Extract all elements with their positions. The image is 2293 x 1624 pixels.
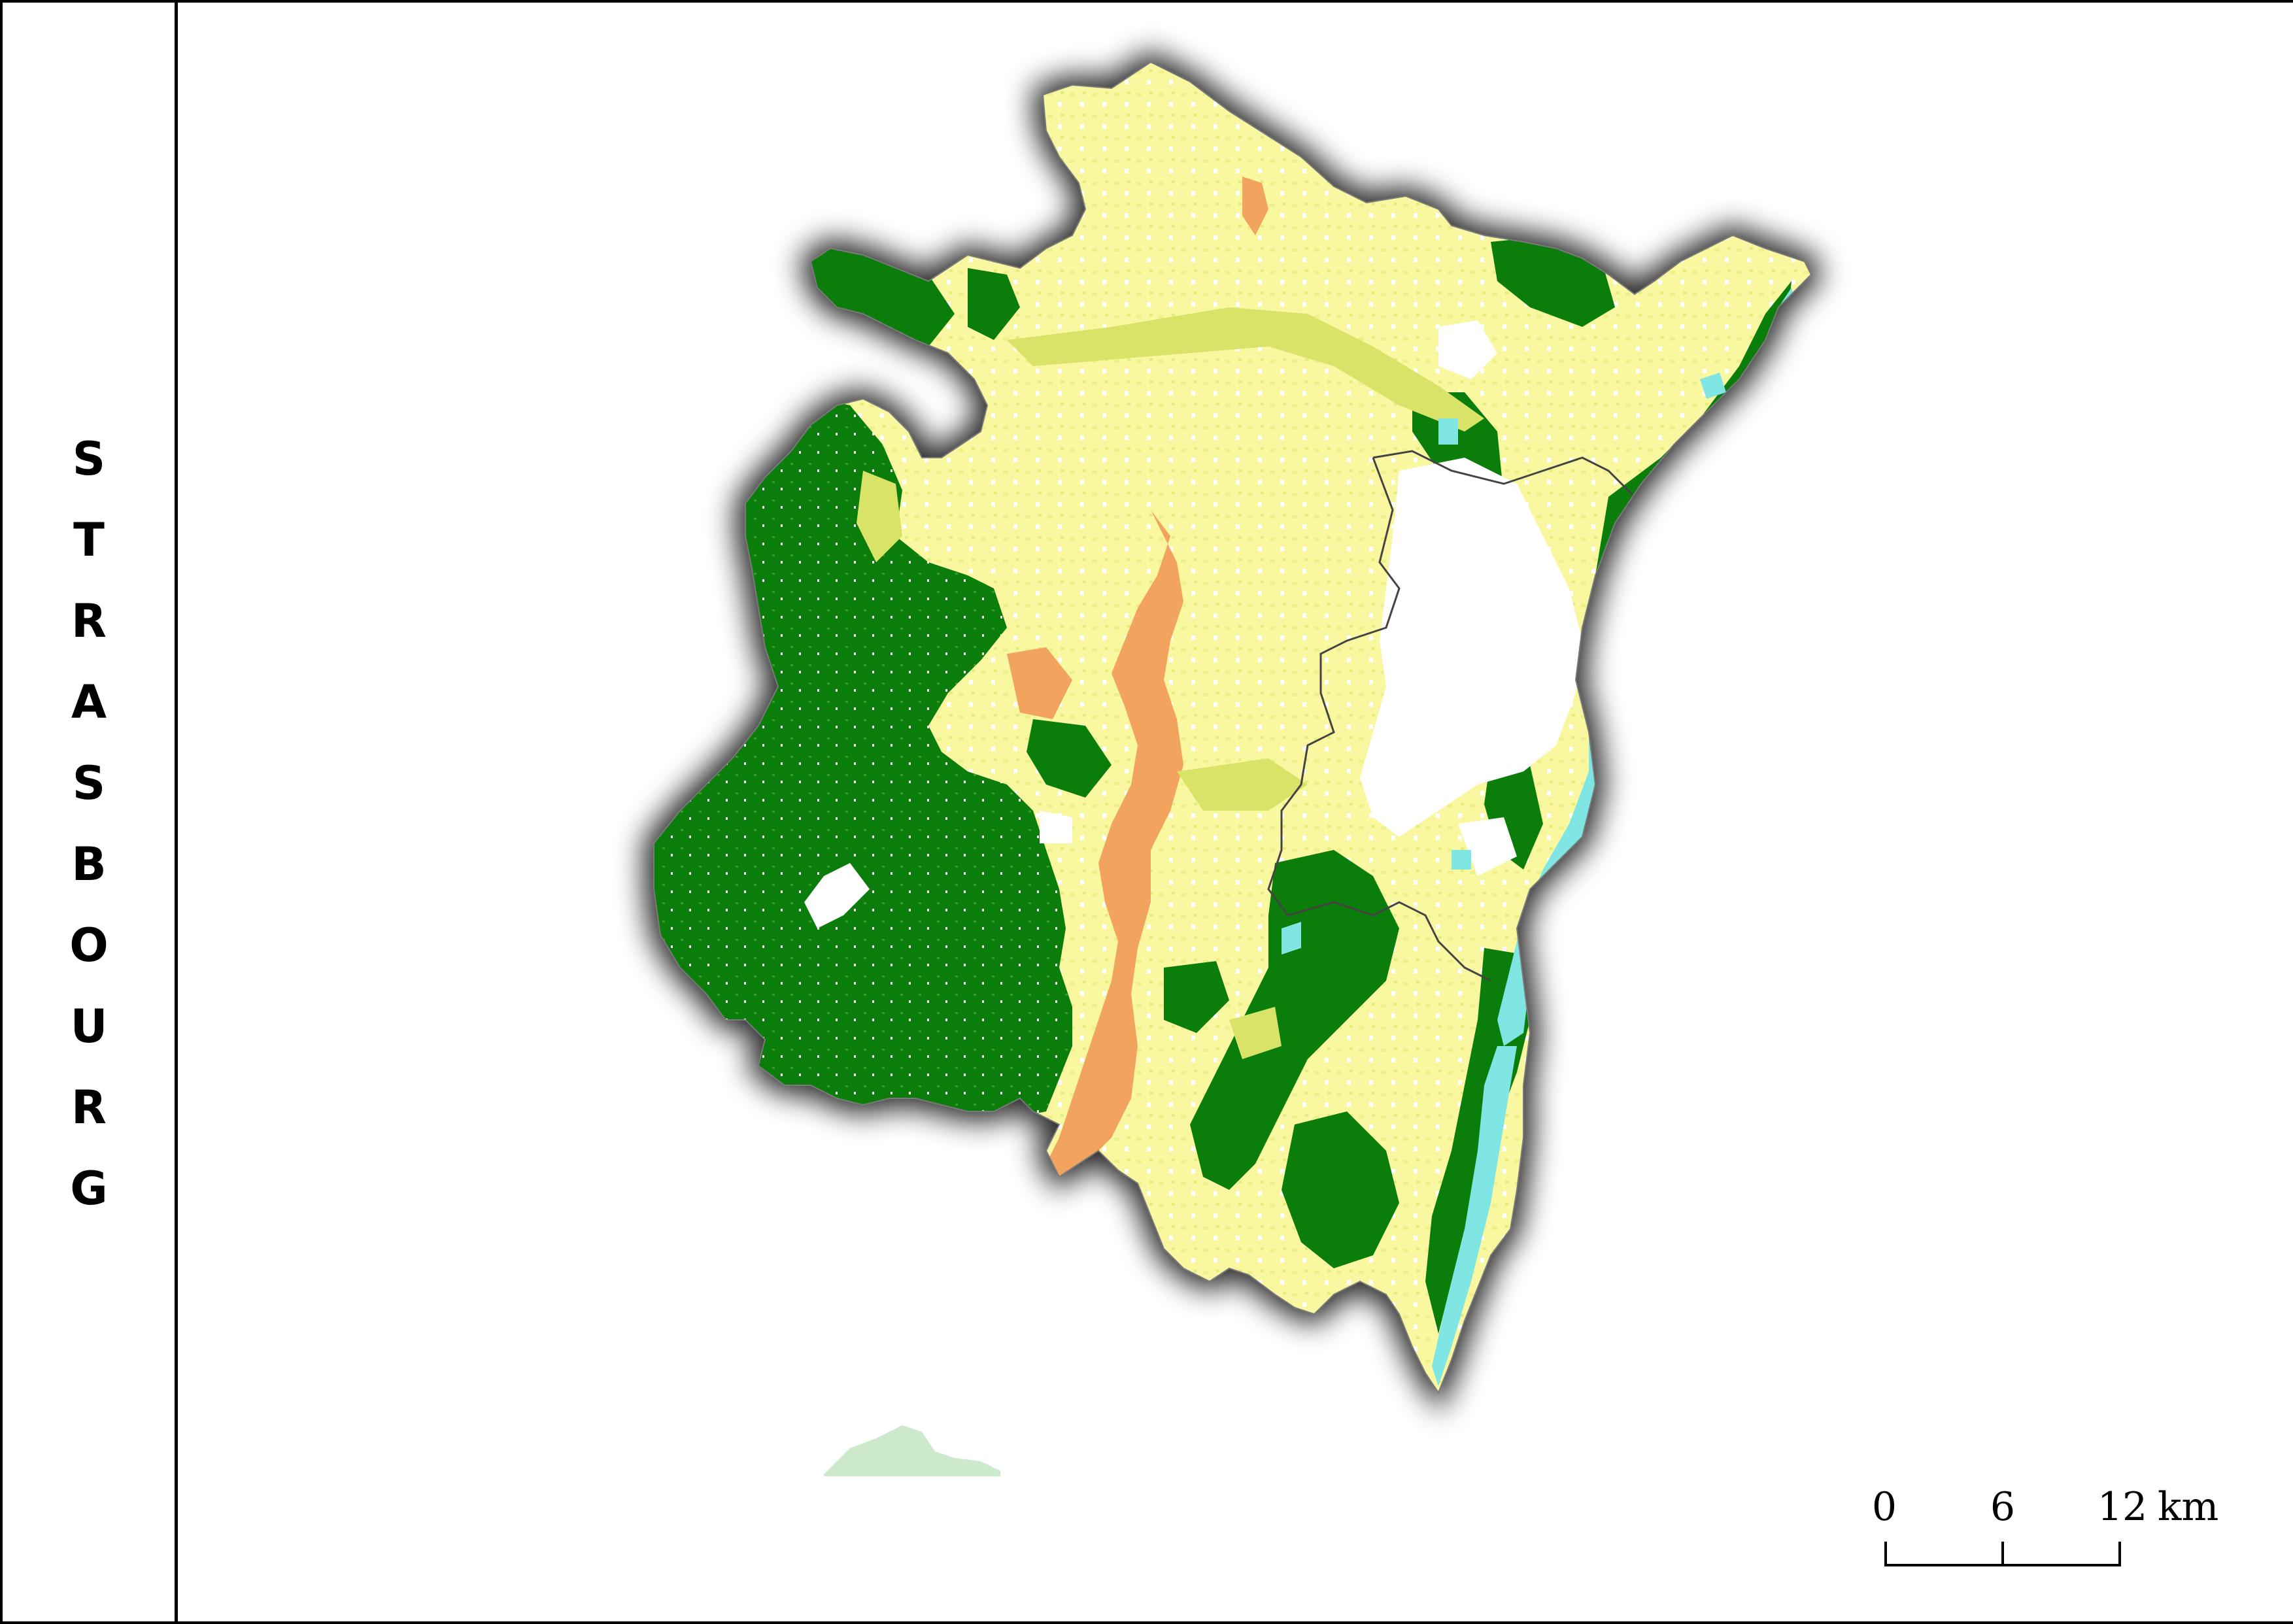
forest-north-patch <box>968 268 1020 340</box>
vineyard-band <box>1046 510 1183 1177</box>
forest-south-center <box>1190 850 1399 1190</box>
water-lake-4 <box>1452 850 1471 870</box>
title-letter: T <box>73 513 105 567</box>
urban-north <box>1438 320 1497 379</box>
scale-tick-label: 6 <box>1990 1484 2016 1530</box>
scale-unit: km <box>2158 1484 2219 1530</box>
title-letter: U <box>70 1000 108 1053</box>
urban-strasbourg <box>1360 458 1582 837</box>
vineyard-west-patch <box>1007 647 1072 719</box>
title-letter: G <box>70 1162 108 1215</box>
scale-tick <box>2001 1542 2004 1566</box>
region-outline <box>653 61 1812 1395</box>
title-sidebar: S T R A S B O U R G <box>0 0 178 1621</box>
grassland-south <box>1229 1007 1282 1059</box>
grassland-valley <box>1007 307 1484 431</box>
forest-south-lower <box>1282 1111 1399 1268</box>
title-letter: B <box>71 837 107 891</box>
scale-tick-label: 12 <box>2097 1484 2148 1530</box>
grassland-west <box>857 471 902 562</box>
grassland-mid <box>1177 758 1308 811</box>
title-letter: R <box>71 1081 107 1134</box>
scale-tick <box>1884 1542 1887 1566</box>
water-rhine-south <box>1432 1046 1517 1386</box>
water-lake-2 <box>1700 373 1726 399</box>
scale-tick-label: 0 <box>1871 1484 1897 1530</box>
forest-mid-band <box>1164 961 1229 1033</box>
title-letter: A <box>71 675 107 729</box>
commune-boundary-north <box>1372 450 1636 498</box>
vineyard-north <box>1242 177 1268 235</box>
faded-fragment <box>824 1425 1000 1476</box>
forest-center-patch <box>1027 719 1112 798</box>
commune-boundary <box>1267 457 1491 982</box>
urban-east <box>1458 817 1517 876</box>
scale-bar: 0 6 12 km <box>1870 1484 2236 1576</box>
title-letter: O <box>69 919 109 972</box>
title-letter: S <box>72 756 106 810</box>
scale-tick <box>2118 1542 2121 1566</box>
title-letter: R <box>71 594 107 648</box>
water-lake-1 <box>1438 418 1458 445</box>
urban-west-2 <box>804 863 870 928</box>
map-title: S T R A S B O U R G <box>0 418 178 1229</box>
water-lake-3 <box>1282 922 1301 955</box>
urban-west-1 <box>1040 811 1072 843</box>
title-letter: S <box>72 432 106 486</box>
